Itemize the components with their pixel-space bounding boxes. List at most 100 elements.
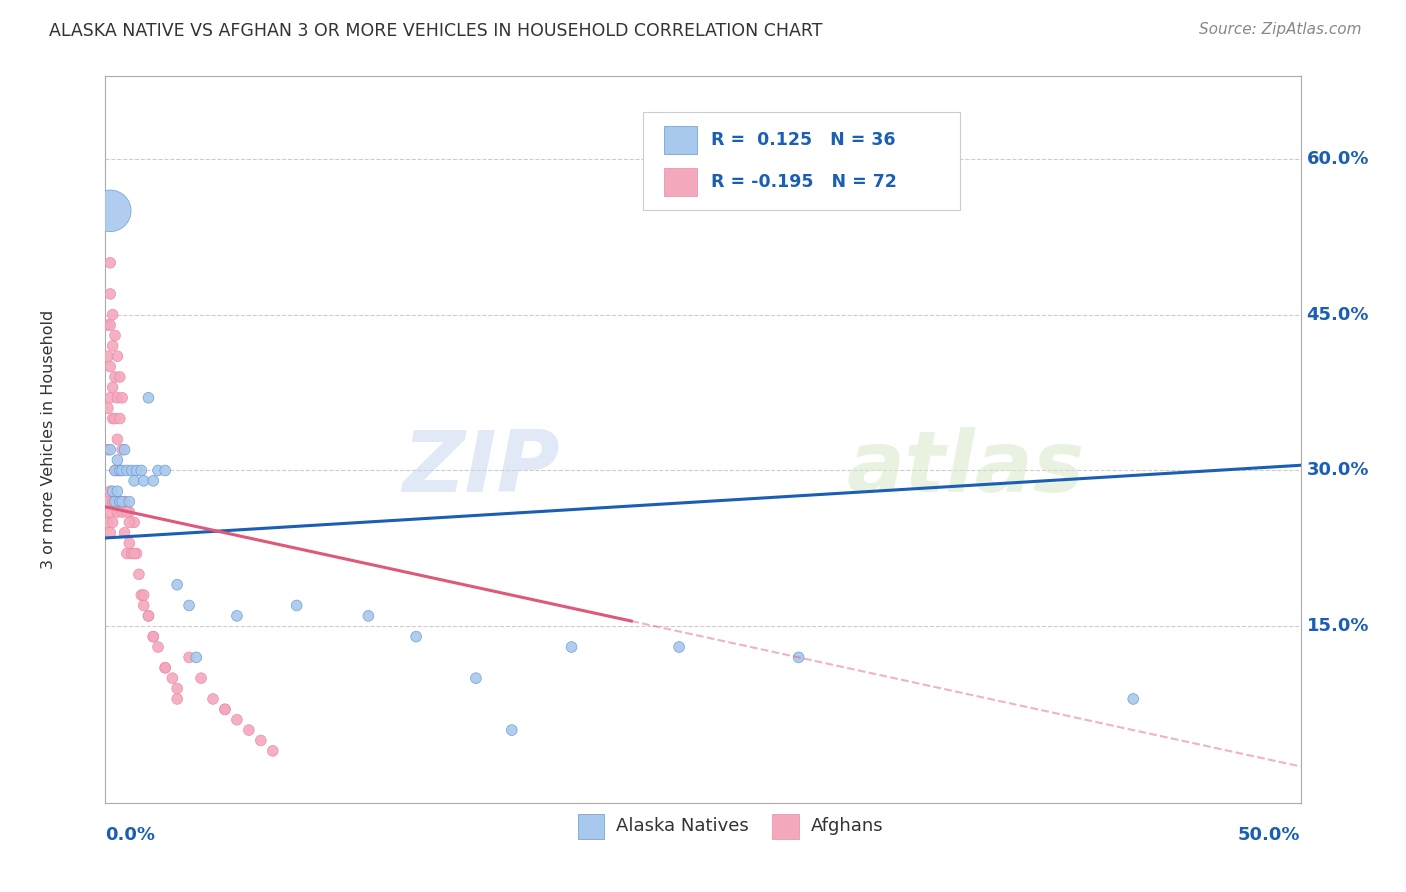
Point (97, 401, 120, 416)
Point (98, 525, 121, 540)
Point (98, 391, 121, 405)
Text: ZIP: ZIP (402, 427, 560, 510)
Point (107, 432, 129, 446)
Point (238, 723, 260, 737)
Point (97, 516, 120, 530)
Point (118, 505, 141, 519)
Point (101, 380, 124, 394)
Point (250, 733, 273, 747)
Text: 0.0%: 0.0% (105, 826, 156, 844)
Point (405, 630, 427, 644)
Point (114, 494, 136, 508)
Point (190, 671, 212, 685)
Point (166, 578, 188, 592)
Point (104, 463, 127, 477)
Point (560, 640, 583, 654)
Point (108, 411, 131, 425)
Point (122, 474, 145, 488)
Point (111, 391, 134, 405)
Point (122, 547, 145, 561)
Point (153, 463, 177, 477)
Point (162, 671, 184, 685)
Point (98, 359, 121, 374)
Point (128, 567, 150, 582)
Point (166, 692, 188, 706)
Text: ALASKA NATIVE VS AFGHAN 3 OR MORE VEHICLES IN HOUSEHOLD CORRELATION CHART: ALASKA NATIVE VS AFGHAN 3 OR MORE VEHICL… (49, 22, 823, 40)
Point (98, 318, 121, 332)
Point (115, 463, 138, 477)
Point (214, 702, 236, 716)
Point (115, 547, 138, 561)
Point (214, 702, 236, 716)
Point (101, 516, 124, 530)
Point (98, 484, 121, 499)
Point (787, 650, 810, 665)
Point (129, 463, 153, 477)
Point (202, 692, 225, 706)
Point (101, 494, 124, 508)
Point (114, 494, 136, 508)
Text: 50.0%: 50.0% (1239, 826, 1301, 844)
Point (107, 463, 129, 477)
Text: 30.0%: 30.0% (1306, 461, 1369, 480)
Point (125, 463, 148, 477)
Point (111, 442, 134, 457)
Point (118, 536, 141, 550)
Text: R = -0.195   N = 72: R = -0.195 N = 72 (711, 173, 897, 191)
Point (104, 494, 127, 508)
Text: 60.0%: 60.0% (1306, 150, 1369, 168)
Point (97, 349, 120, 363)
Point (285, 599, 308, 613)
Point (111, 494, 134, 508)
Point (146, 640, 169, 654)
Point (98, 287, 121, 301)
Text: Alaska Natives: Alaska Natives (616, 817, 748, 836)
Point (138, 608, 160, 623)
Point (186, 650, 208, 665)
Point (98, 442, 121, 457)
Point (108, 494, 131, 508)
Point (108, 463, 131, 477)
Point (108, 370, 131, 384)
Text: 15.0%: 15.0% (1306, 617, 1369, 635)
Point (114, 525, 136, 540)
Point (101, 308, 124, 322)
Point (98, 256, 121, 270)
Point (142, 474, 165, 488)
Point (177, 650, 201, 665)
Bar (664, 126, 697, 153)
FancyBboxPatch shape (644, 112, 960, 211)
Point (142, 630, 165, 644)
Text: R =  0.125   N = 36: R = 0.125 N = 36 (711, 131, 896, 149)
Point (98, 505, 121, 519)
Point (357, 608, 380, 623)
Point (98, 203, 121, 218)
Point (118, 516, 141, 530)
Point (153, 661, 177, 675)
Point (101, 411, 124, 425)
Point (125, 547, 148, 561)
Point (108, 494, 131, 508)
Point (107, 505, 129, 519)
Point (129, 588, 153, 602)
Point (132, 474, 155, 488)
Text: atlas: atlas (846, 427, 1084, 510)
Point (104, 494, 127, 508)
Text: Source: ZipAtlas.com: Source: ZipAtlas.com (1198, 22, 1361, 37)
Point (166, 681, 188, 696)
Point (146, 463, 169, 477)
Point (225, 713, 249, 727)
Point (464, 671, 488, 685)
Point (104, 370, 127, 384)
Point (97, 318, 120, 332)
Point (668, 640, 690, 654)
Point (107, 391, 129, 405)
Point (104, 328, 127, 343)
Point (132, 588, 155, 602)
Point (132, 599, 155, 613)
Point (262, 744, 284, 758)
Point (101, 484, 124, 499)
Text: 3 or more Vehicles in Household: 3 or more Vehicles in Household (41, 310, 56, 569)
Point (107, 349, 129, 363)
Point (501, 723, 523, 737)
